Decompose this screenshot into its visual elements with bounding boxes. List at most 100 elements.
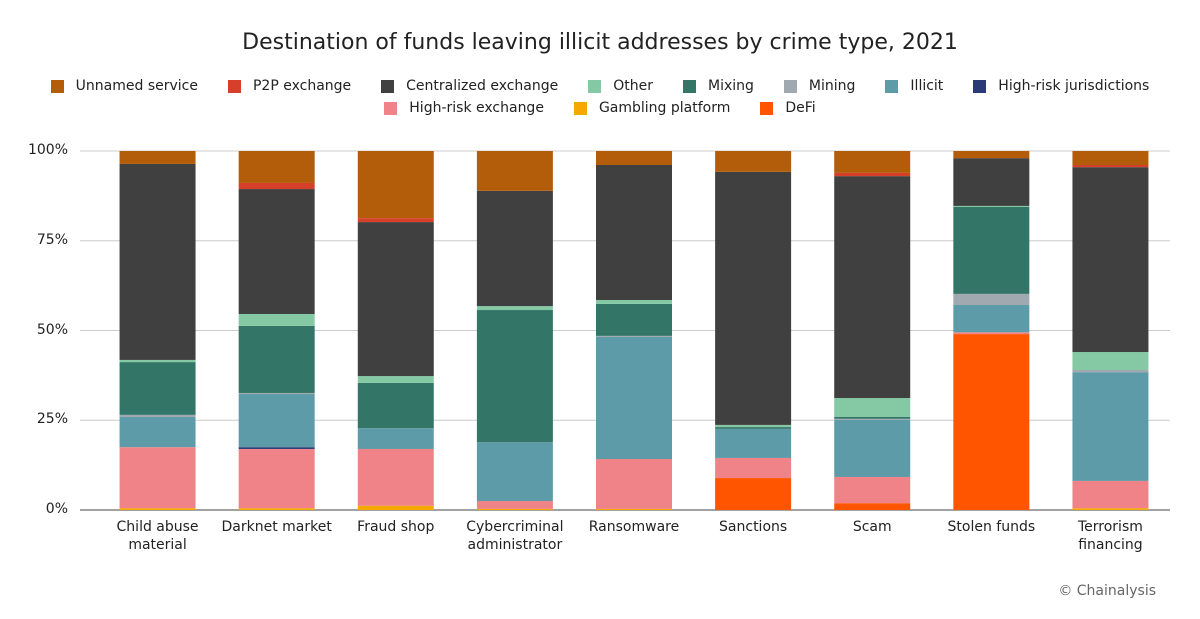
bar-segment (1072, 508, 1149, 510)
bar-segment (119, 447, 196, 509)
bar-segment (357, 428, 434, 449)
legend-swatch (885, 79, 899, 93)
legend-label: Mixing (708, 78, 754, 94)
legend-item: Illicit (885, 78, 943, 94)
bar-segment (119, 414, 196, 418)
bar-segment (1072, 151, 1149, 166)
x-tick-label: Scam (852, 519, 892, 535)
bar-segment (953, 334, 1030, 510)
bar-segment (953, 151, 1030, 159)
bar-segment (476, 508, 553, 510)
legend-swatch (683, 79, 697, 93)
bar-segment (357, 382, 434, 429)
legend-item: Mixing (683, 78, 754, 94)
y-tick-label: 25% (36, 411, 68, 428)
bar-segment (834, 417, 911, 419)
x-tick-label: Fraud shop (357, 519, 435, 535)
x-tick-label: Child abuse material (116, 519, 199, 553)
legend-swatch (760, 101, 774, 115)
legend-item: High-risk exchange (384, 100, 544, 116)
legend-swatch (973, 79, 987, 93)
bar-segment (1072, 369, 1149, 373)
bar-segment (715, 478, 792, 510)
legend-item: P2P exchange (227, 78, 352, 94)
bar-segment (476, 501, 553, 509)
y-tick-label: 100% (27, 142, 68, 158)
bar-segment (715, 151, 792, 172)
bar-segment (715, 457, 792, 479)
bar-segment (119, 417, 196, 448)
legend-item: Centralized exchange (381, 78, 558, 94)
bar-segment (596, 508, 672, 510)
bar-segment (953, 332, 1030, 335)
bar-segment (715, 424, 792, 428)
legend-item: DeFi (760, 100, 816, 116)
bar-segment (1072, 372, 1149, 481)
legend-label: High-risk exchange (409, 100, 544, 116)
bar-segment (834, 397, 911, 418)
x-tick-label: Stolen funds (947, 519, 1036, 535)
legend-swatch (381, 79, 395, 93)
bar-segment (357, 218, 434, 223)
bar-segment (834, 503, 911, 510)
bar-segment (834, 476, 911, 504)
bar-segment (834, 419, 911, 477)
bar-segment (238, 392, 315, 395)
bar-segment (357, 505, 434, 510)
bar-segment (119, 359, 196, 363)
legend-label: P2P exchange (252, 78, 352, 94)
source: © Chainalysis (1058, 583, 1156, 599)
bar-segment (1072, 352, 1149, 370)
bar-segment (596, 335, 672, 337)
bar-segment (238, 313, 315, 326)
x-tick-label: Darknet market (221, 519, 332, 535)
y-tick-label: 75% (36, 231, 68, 248)
bar-segment (834, 176, 911, 398)
bar-segment (238, 182, 315, 190)
bar-segment (476, 151, 553, 191)
bar-segment (238, 447, 315, 449)
bar-segment (476, 310, 553, 443)
legend-label: Unnamed service (75, 78, 198, 94)
bar-segment (119, 163, 196, 360)
bar-segment (953, 293, 1030, 306)
legend-swatch (50, 79, 64, 93)
bar-segment (596, 299, 672, 304)
legend-swatch (588, 79, 602, 93)
y-tick-label: 50% (36, 321, 68, 338)
bar-segment (596, 459, 672, 509)
x-tick-label: Terrorism financing (1077, 519, 1143, 553)
bar-segment (238, 394, 315, 448)
bar-segment (596, 151, 672, 166)
bar-segment (834, 172, 911, 177)
legend-label: DeFi (785, 100, 816, 116)
bar-segment (1072, 480, 1149, 509)
bar-segment (953, 207, 1030, 294)
bar-segment (834, 418, 911, 420)
bar-segment (357, 376, 434, 383)
bar-segment (476, 306, 553, 311)
x-tick-label: Cybercriminal administrator (466, 519, 564, 553)
legend-swatch (783, 79, 797, 93)
legend-swatch (573, 101, 587, 115)
x-tick-label: Sanctions (719, 519, 788, 535)
bar-segment (476, 190, 553, 307)
legend: Unnamed service P2P exchange Centralized e… (50, 78, 1150, 116)
bar-segment (357, 222, 434, 377)
legend-item: High-risk jurisdictions (973, 78, 1149, 94)
bar-segment (953, 305, 1030, 333)
bar-segment (238, 189, 315, 314)
bar-segment (1072, 165, 1149, 168)
bar-segment (238, 448, 315, 509)
legend-label: Illicit (910, 78, 944, 94)
legend-swatch (227, 79, 241, 93)
legend-item: Unnamed service (50, 78, 198, 94)
bar-segment (238, 508, 315, 510)
chart-title: Destination of funds leaving illicit add… (242, 30, 958, 55)
bar-segment (119, 508, 196, 510)
legend-item: Gambling platform (573, 100, 730, 116)
bar-segment (357, 151, 434, 219)
legend-label: High-risk jurisdictions (998, 78, 1150, 94)
